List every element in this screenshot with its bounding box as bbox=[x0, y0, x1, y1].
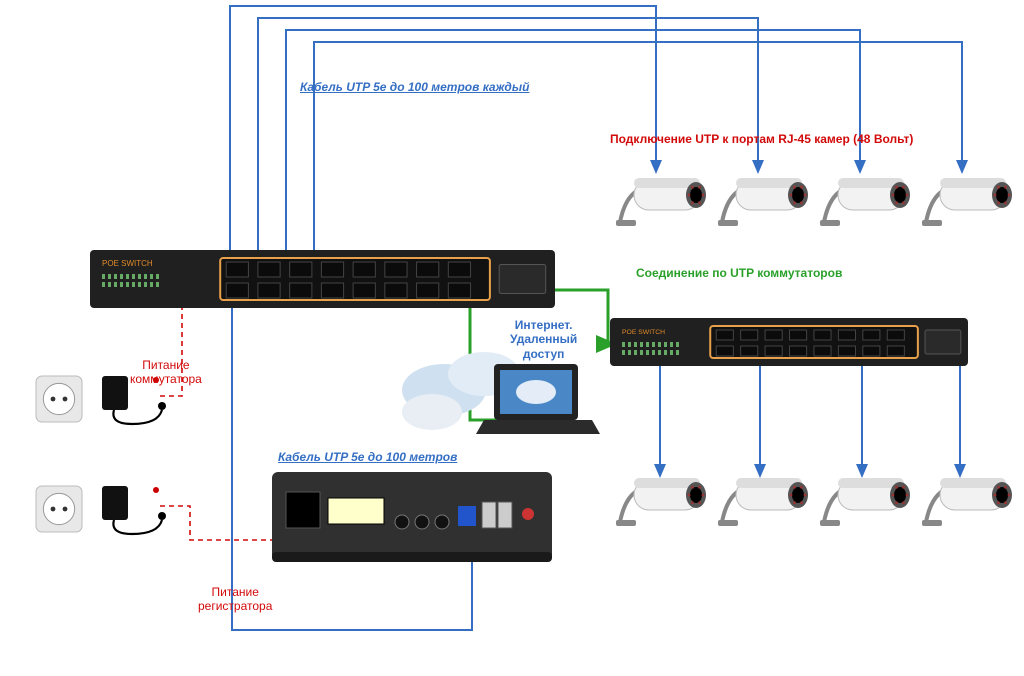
label-psu-nvr: Питаниерегистратора bbox=[198, 585, 272, 614]
ip-camera bbox=[616, 478, 706, 526]
power-cable bbox=[160, 506, 282, 540]
svg-text:POE SWITCH: POE SWITCH bbox=[102, 259, 153, 268]
nvr-recorder bbox=[272, 472, 552, 562]
label-rj45: Подключение UTP к портам RJ-45 камер (48… bbox=[610, 132, 913, 146]
poe-switch: POE SWITCH bbox=[90, 250, 555, 308]
label-psu-switch: Питаниекоммутатора bbox=[130, 358, 202, 387]
ip-camera bbox=[718, 478, 808, 526]
svg-text:POE SWITCH: POE SWITCH bbox=[622, 329, 665, 336]
label-mid-cable: Кабель UTP 5e до 100 метров bbox=[278, 450, 457, 464]
ip-camera bbox=[922, 178, 1012, 226]
power-outlet bbox=[36, 486, 82, 532]
label-switch-link: Соединение по UTP коммутаторов bbox=[636, 266, 842, 280]
power-adapter bbox=[102, 486, 166, 534]
power-outlet bbox=[36, 376, 82, 422]
utp-cable bbox=[314, 42, 962, 252]
poe-switch: POE SWITCH bbox=[610, 318, 968, 366]
ip-camera bbox=[922, 478, 1012, 526]
label-internet: Интернет.Удаленныйдоступ bbox=[510, 318, 577, 361]
ip-camera bbox=[820, 178, 910, 226]
ip-camera bbox=[616, 178, 706, 226]
cloud-laptop bbox=[402, 352, 600, 434]
ip-camera bbox=[718, 178, 808, 226]
ip-camera bbox=[820, 478, 910, 526]
label-top-cable: Кабель UTP 5e до 100 метров каждый bbox=[300, 80, 529, 94]
